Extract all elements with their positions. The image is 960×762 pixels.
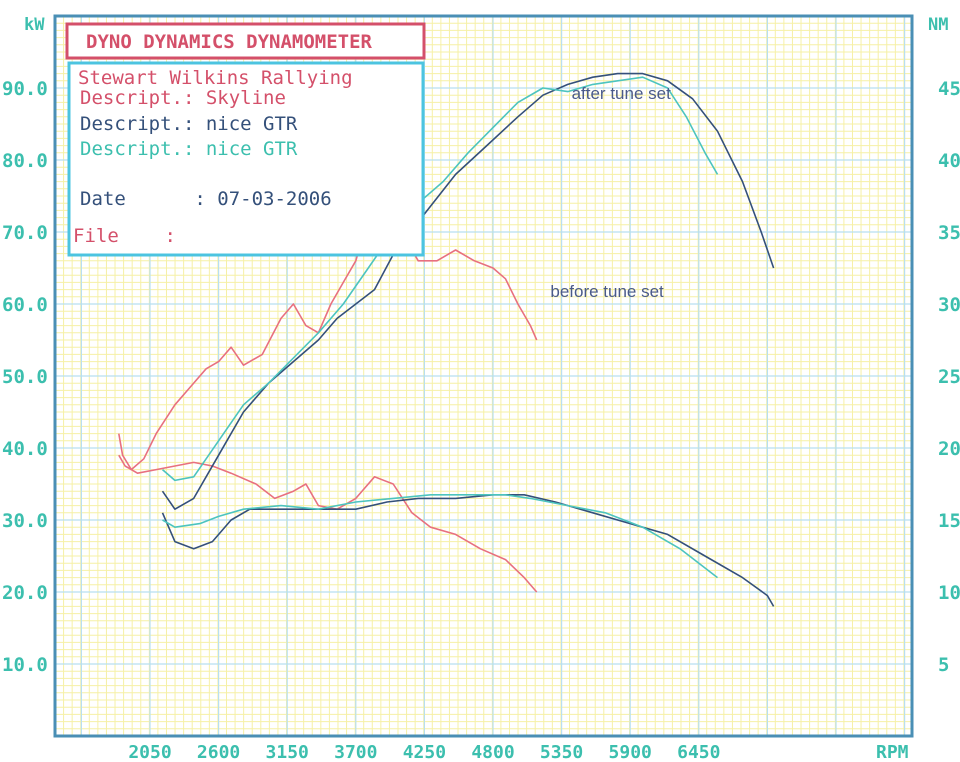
y-left-tick-label: 70.0: [2, 222, 48, 244]
series-layer: [118, 72, 775, 607]
info-line: Date : 07-03-2006: [80, 188, 332, 210]
plot-frame: [53, 14, 914, 738]
annotations: after tune set before tune set: [550, 84, 671, 301]
x-tick-label: 6450: [677, 742, 720, 762]
info-line: Descript.: Skyline: [80, 87, 286, 109]
chart-title: DYNO DYNAMICS DYNAMOMETER: [86, 31, 373, 53]
x-tick-label: 2050: [128, 742, 171, 762]
x-tick-label: 3700: [334, 742, 377, 762]
series-1-torque-line: [118, 454, 538, 593]
y-right-tick-label: 40: [938, 150, 960, 172]
x-tick-label: 5350: [540, 742, 583, 762]
y-left-tick-label: 10.0: [2, 654, 48, 676]
x-tick-label: 5900: [609, 742, 652, 762]
left-axis-unit: kW: [24, 15, 45, 35]
series-1-power-line: [118, 206, 538, 471]
series-2-torque-line: [161, 494, 775, 607]
y-right-tick-label: 10: [938, 582, 960, 604]
y-right-tick-label: 35: [938, 222, 960, 244]
annotation-label: before tune set: [550, 282, 664, 301]
y-left-tick-label: 20.0: [2, 582, 48, 604]
y-right-tick-label: 25: [938, 366, 960, 388]
info-line: Descript.: nice GTR: [80, 113, 298, 135]
annotation-label: after tune set: [572, 84, 672, 103]
series-2-power-line: [161, 72, 775, 510]
y-left-tick-label: 90.0: [2, 78, 48, 100]
y-right-tick-label: 15: [938, 510, 960, 532]
y-right-tick-label: 5: [938, 654, 949, 676]
info-line: Stewart Wilkins Rallying: [78, 67, 353, 89]
right-axis-unit: NM: [928, 15, 948, 35]
series-3-power-line: [161, 76, 719, 482]
title-box: DYNO DYNAMICS DYNAMOMETER: [65, 22, 426, 60]
y-right-tick-label: 30: [938, 294, 960, 316]
x-axis-unit: RPM: [876, 742, 909, 762]
right-axis-ticks: 5 10 15 20 25 30 35 40 45: [938, 78, 960, 676]
x-axis-ticks: 2050 2600 3150 3700 4250 4800 5350 5900 6450: [128, 742, 720, 762]
left-axis-ticks: 10.0 20.0 30.0 40.0 50.0 60.0 70.0 80.0 90.0: [2, 78, 48, 676]
series-3-torque-line: [162, 494, 718, 579]
y-left-tick-label: 60.0: [2, 294, 48, 316]
y-left-tick-label: 40.0: [2, 438, 48, 460]
y-left-tick-label: 30.0: [2, 510, 48, 532]
y-left-tick-label: 50.0: [2, 366, 48, 388]
x-tick-label: 4250: [403, 742, 446, 762]
y-right-tick-label: 45: [938, 78, 960, 100]
x-tick-label: 4800: [471, 742, 514, 762]
info-line: File :: [73, 225, 176, 247]
y-left-tick-label: 80.0: [2, 150, 48, 172]
info-line: Descript.: nice GTR: [80, 138, 298, 160]
x-tick-label: 3150: [266, 742, 309, 762]
y-right-tick-label: 20: [938, 438, 960, 460]
x-tick-label: 2600: [197, 742, 240, 762]
